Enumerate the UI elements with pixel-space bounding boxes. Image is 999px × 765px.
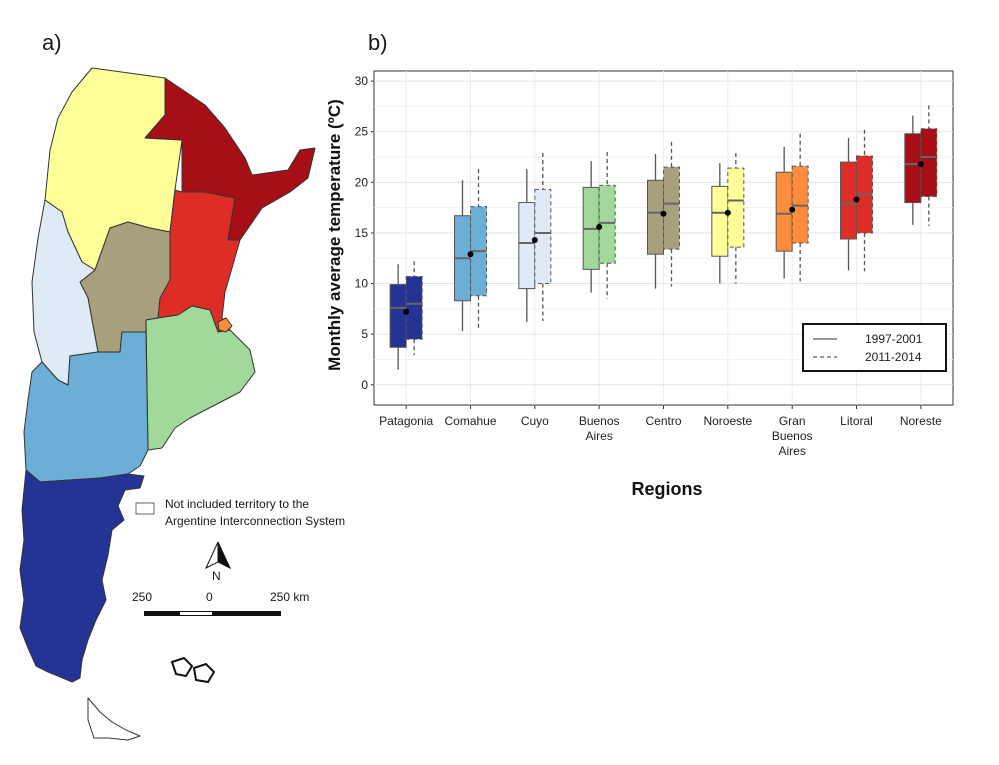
box-layer — [389, 105, 938, 370]
map-region-noreste — [144, 77, 316, 241]
x-tick-label: Gran Buenos Aires — [772, 414, 813, 458]
map-legend-text-1: Not included territory to the — [165, 497, 310, 511]
box-iqr — [405, 275, 423, 340]
panel-b-label: b) — [368, 30, 388, 55]
tick-layer: 0 5 10 15 20 25 30 Patagonia Comahue Cuyo Buenos Ai… — [355, 74, 943, 458]
mean-point — [403, 308, 410, 315]
box-period-2011-2014 — [856, 129, 873, 272]
box-iqr — [904, 133, 922, 204]
legend-label: 2011-2014 — [865, 350, 922, 364]
argentina-map-panel: Not included territory to the Argentine … — [0, 0, 360, 760]
mean-point — [724, 209, 731, 216]
box-period-2011-2014 — [534, 152, 552, 321]
mean-point — [531, 237, 538, 244]
box-period-2011-2014 — [663, 141, 680, 287]
scale-label-mid: 0 — [206, 590, 213, 604]
y-tick-label: 25 — [355, 125, 369, 139]
box-period-1997-2001 — [454, 180, 471, 332]
y-tick-label: 30 — [355, 74, 369, 88]
map-region-patagonia — [19, 469, 145, 683]
scale-bar — [144, 611, 281, 616]
north-arrow-icon — [204, 541, 232, 570]
box-iqr — [534, 188, 552, 285]
temperature-boxplot: 0 5 10 15 20 25 30 Patagonia Comahue Cuyo Buenos Ai… — [325, 70, 954, 499]
box-iqr — [711, 185, 729, 257]
north-label: N — [212, 569, 221, 583]
y-tick-label: 20 — [355, 175, 369, 189]
argentina-map — [19, 67, 316, 741]
box-period-2011-2014 — [727, 152, 745, 284]
panel-a-label: a) — [42, 30, 62, 55]
temperature-boxplot-panel: 0 5 10 15 20 25 30 Patagonia Comahue Cuyo Buenos Ai… — [310, 55, 990, 515]
box-iqr — [518, 202, 536, 290]
box-iqr — [598, 184, 616, 264]
box-iqr — [791, 165, 809, 244]
map-legend-text-2: Argentine Interconnection System — [165, 514, 346, 528]
mean-point — [660, 210, 667, 217]
y-tick-label: 5 — [361, 327, 368, 341]
y-tick-label: 0 — [361, 378, 368, 392]
x-tick-label: Centro — [645, 414, 681, 428]
box-iqr — [727, 167, 745, 248]
y-tick-label: 15 — [355, 226, 369, 240]
mean-point — [853, 196, 860, 203]
box-period-1997-2001 — [775, 146, 793, 279]
y-tick-label: 10 — [355, 277, 369, 291]
scale-label-right: 250 km — [270, 590, 310, 604]
map-tierra-del-fuego — [87, 697, 141, 741]
mean-point — [467, 251, 474, 258]
box-iqr — [389, 284, 407, 348]
box-period-1997-2001 — [582, 161, 600, 293]
box-period-2011-2014 — [791, 133, 809, 282]
box-iqr — [647, 179, 664, 255]
map-region-gran-buenos-aires — [217, 317, 233, 333]
x-tick-label: Noreste — [900, 414, 942, 428]
legend-box — [802, 323, 947, 372]
x-tick-label: Cuyo — [521, 414, 549, 428]
y-axis-label: Monthly average temperature (ºC) — [325, 99, 344, 371]
box-period-2011-2014 — [405, 261, 423, 356]
x-tick-label: Patagonia — [379, 414, 433, 428]
box-period-2011-2014 — [598, 151, 616, 299]
map-legend-swatch — [135, 502, 155, 515]
mean-point — [917, 161, 924, 168]
map-region-buenos-aires — [145, 305, 256, 451]
box-period-2011-2014 — [920, 105, 938, 226]
x-tick-label: Buenos Aires — [579, 414, 620, 443]
x-tick-label: Litoral — [840, 414, 873, 428]
chart-legend: 1997-2001 2011-2014 — [802, 323, 947, 372]
mean-point — [789, 206, 796, 213]
box-iqr — [775, 171, 793, 252]
scale-label-left: 250 — [132, 590, 153, 604]
box-iqr — [663, 166, 680, 250]
legend-label: 1997-2001 — [865, 332, 923, 346]
x-tick-label: Noroeste — [703, 414, 752, 428]
x-axis-label: Regions — [631, 479, 702, 499]
map-malvinas — [170, 656, 216, 684]
x-tick-label: Comahue — [444, 414, 496, 428]
box-period-1997-2001 — [389, 264, 407, 370]
mean-point — [596, 223, 603, 230]
box-period-2011-2014 — [470, 169, 487, 330]
map-region-comahue — [23, 331, 149, 483]
